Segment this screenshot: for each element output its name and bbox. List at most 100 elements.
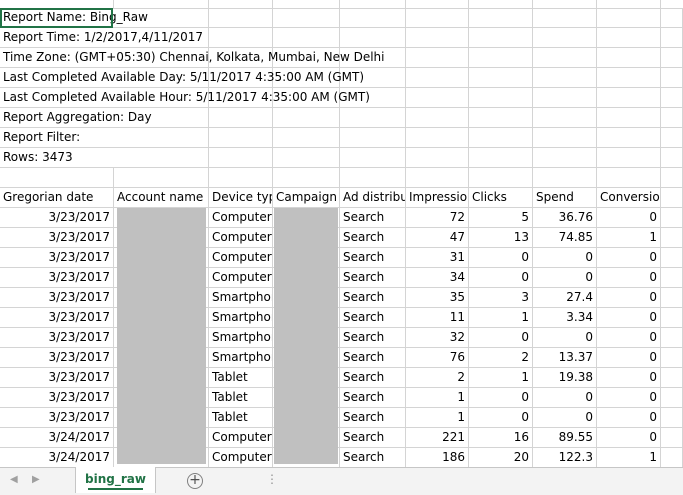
tab-split-handle-icon[interactable]: ⋮ (266, 472, 278, 486)
data-cell[interactable]: Smartphone (209, 328, 273, 348)
report-meta-last_hour[interactable]: Last Completed Available Hour: 5/11/2017… (0, 88, 683, 108)
data-cell[interactable]: 0 (597, 208, 661, 228)
data-cell[interactable]: 3/23/2017 (0, 208, 114, 228)
data-cell[interactable]: 19.38 (533, 368, 597, 388)
data-cell[interactable]: 0 (533, 328, 597, 348)
empty-cell[interactable] (661, 348, 683, 368)
data-cell[interactable]: Search (340, 408, 406, 428)
column-header-strip[interactable] (0, 0, 683, 9)
data-cell[interactable]: 11 (406, 308, 469, 328)
data-cell[interactable]: 3/23/2017 (0, 348, 114, 368)
empty-cell[interactable] (661, 168, 683, 188)
data-cell[interactable]: Computer (209, 228, 273, 248)
data-cell[interactable]: 0 (597, 348, 661, 368)
empty-cell[interactable] (469, 168, 533, 188)
column-header-cell[interactable]: Impressions (406, 188, 469, 208)
data-cell[interactable]: 0 (597, 408, 661, 428)
column-header-cell[interactable]: Device type (209, 188, 273, 208)
data-cell[interactable]: 1 (469, 308, 533, 328)
data-cell[interactable]: Tablet (209, 408, 273, 428)
empty-cell[interactable] (661, 248, 683, 268)
data-cell[interactable]: 1 (406, 408, 469, 428)
data-cell[interactable]: 0 (597, 328, 661, 348)
data-cell[interactable] (273, 448, 340, 467)
empty-cell[interactable] (0, 168, 114, 188)
data-cell[interactable]: Smartphone (209, 348, 273, 368)
data-cell[interactable]: Smartphone (209, 308, 273, 328)
data-cell[interactable]: 0 (597, 248, 661, 268)
empty-cell[interactable] (661, 268, 683, 288)
data-cell[interactable]: 0 (597, 388, 661, 408)
empty-cell[interactable] (273, 168, 340, 188)
data-cell[interactable]: 32 (406, 328, 469, 348)
data-cell[interactable]: 0 (469, 388, 533, 408)
data-cell[interactable]: 1 (469, 368, 533, 388)
data-cell[interactable]: 3/24/2017 (0, 448, 114, 467)
data-cell[interactable]: 1 (597, 228, 661, 248)
empty-cell[interactable] (661, 188, 683, 208)
sheet-tab-bing-raw[interactable]: bing_raw (75, 467, 156, 493)
data-cell[interactable]: Tablet (209, 368, 273, 388)
column-header-cell[interactable]: Conversions (597, 188, 661, 208)
report-meta-last_day[interactable]: Last Completed Available Day: 5/11/2017 … (0, 68, 683, 88)
data-cell[interactable]: Smartphone (209, 288, 273, 308)
data-cell[interactable]: 35 (406, 288, 469, 308)
data-cell[interactable]: 3.34 (533, 308, 597, 328)
report-meta-time_zone[interactable]: Time Zone: (GMT+05:30) Chennai, Kolkata,… (0, 48, 683, 68)
data-cell[interactable]: 34 (406, 268, 469, 288)
data-cell[interactable]: 13.37 (533, 348, 597, 368)
column-separator[interactable] (272, 0, 273, 8)
data-cell[interactable]: 74.85 (533, 228, 597, 248)
data-cell[interactable]: Computer (209, 448, 273, 467)
data-cell[interactable]: Search (340, 288, 406, 308)
data-cell[interactable]: Search (340, 388, 406, 408)
data-cell[interactable]: 0 (597, 368, 661, 388)
data-cell[interactable]: 16 (469, 428, 533, 448)
data-cell[interactable]: Computer (209, 208, 273, 228)
data-cell[interactable]: 0 (597, 308, 661, 328)
data-cell[interactable]: Computer (209, 428, 273, 448)
scroll-left-icon[interactable]: ◀ (10, 474, 18, 485)
data-cell[interactable]: 3/23/2017 (0, 388, 114, 408)
data-cell[interactable]: 76 (406, 348, 469, 368)
report-meta-rows[interactable]: Rows: 3473 (0, 148, 683, 168)
empty-cell[interactable] (661, 208, 683, 228)
data-cell[interactable]: Search (340, 268, 406, 288)
report-meta-aggregation[interactable]: Report Aggregation: Day (0, 108, 683, 128)
data-cell[interactable]: 0 (597, 288, 661, 308)
empty-cell[interactable] (406, 168, 469, 188)
data-cell[interactable]: Search (340, 308, 406, 328)
data-cell[interactable]: Search (340, 228, 406, 248)
data-cell[interactable]: 0 (533, 268, 597, 288)
data-cell[interactable]: 1 (406, 388, 469, 408)
empty-cell[interactable] (661, 328, 683, 348)
data-cell[interactable]: 0 (469, 408, 533, 428)
data-cell[interactable]: Search (340, 368, 406, 388)
data-cell[interactable]: 3/23/2017 (0, 368, 114, 388)
empty-cell[interactable] (114, 168, 209, 188)
column-separator[interactable] (339, 0, 340, 8)
column-separator[interactable] (113, 0, 114, 8)
report-meta-filter[interactable]: Report Filter: (0, 128, 683, 148)
report-meta-report_time[interactable]: Report Time: 1/2/2017,4/11/2017 (0, 28, 683, 48)
data-cell[interactable]: 3/23/2017 (0, 288, 114, 308)
data-cell[interactable]: 89.55 (533, 428, 597, 448)
column-header-cell[interactable]: Account name (114, 188, 209, 208)
data-cell[interactable]: Search (340, 428, 406, 448)
data-cell[interactable]: 2 (469, 348, 533, 368)
empty-cell[interactable] (661, 288, 683, 308)
column-separator[interactable] (468, 0, 469, 8)
empty-cell[interactable] (533, 168, 597, 188)
data-cell[interactable]: Search (340, 328, 406, 348)
data-cell[interactable]: 0 (469, 248, 533, 268)
data-cell[interactable]: Search (340, 448, 406, 467)
data-cell[interactable]: 47 (406, 228, 469, 248)
column-separator[interactable] (596, 0, 597, 8)
data-cell[interactable]: 3/23/2017 (0, 248, 114, 268)
data-cell[interactable]: 3/24/2017 (0, 428, 114, 448)
data-cell[interactable]: Search (340, 348, 406, 368)
data-cell[interactable]: 1 (597, 448, 661, 467)
data-cell[interactable]: 3/23/2017 (0, 328, 114, 348)
column-separator[interactable] (532, 0, 533, 8)
spreadsheet-grid[interactable]: Report Name: Bing_Raw Report Time: 1/2/20… (0, 0, 683, 467)
